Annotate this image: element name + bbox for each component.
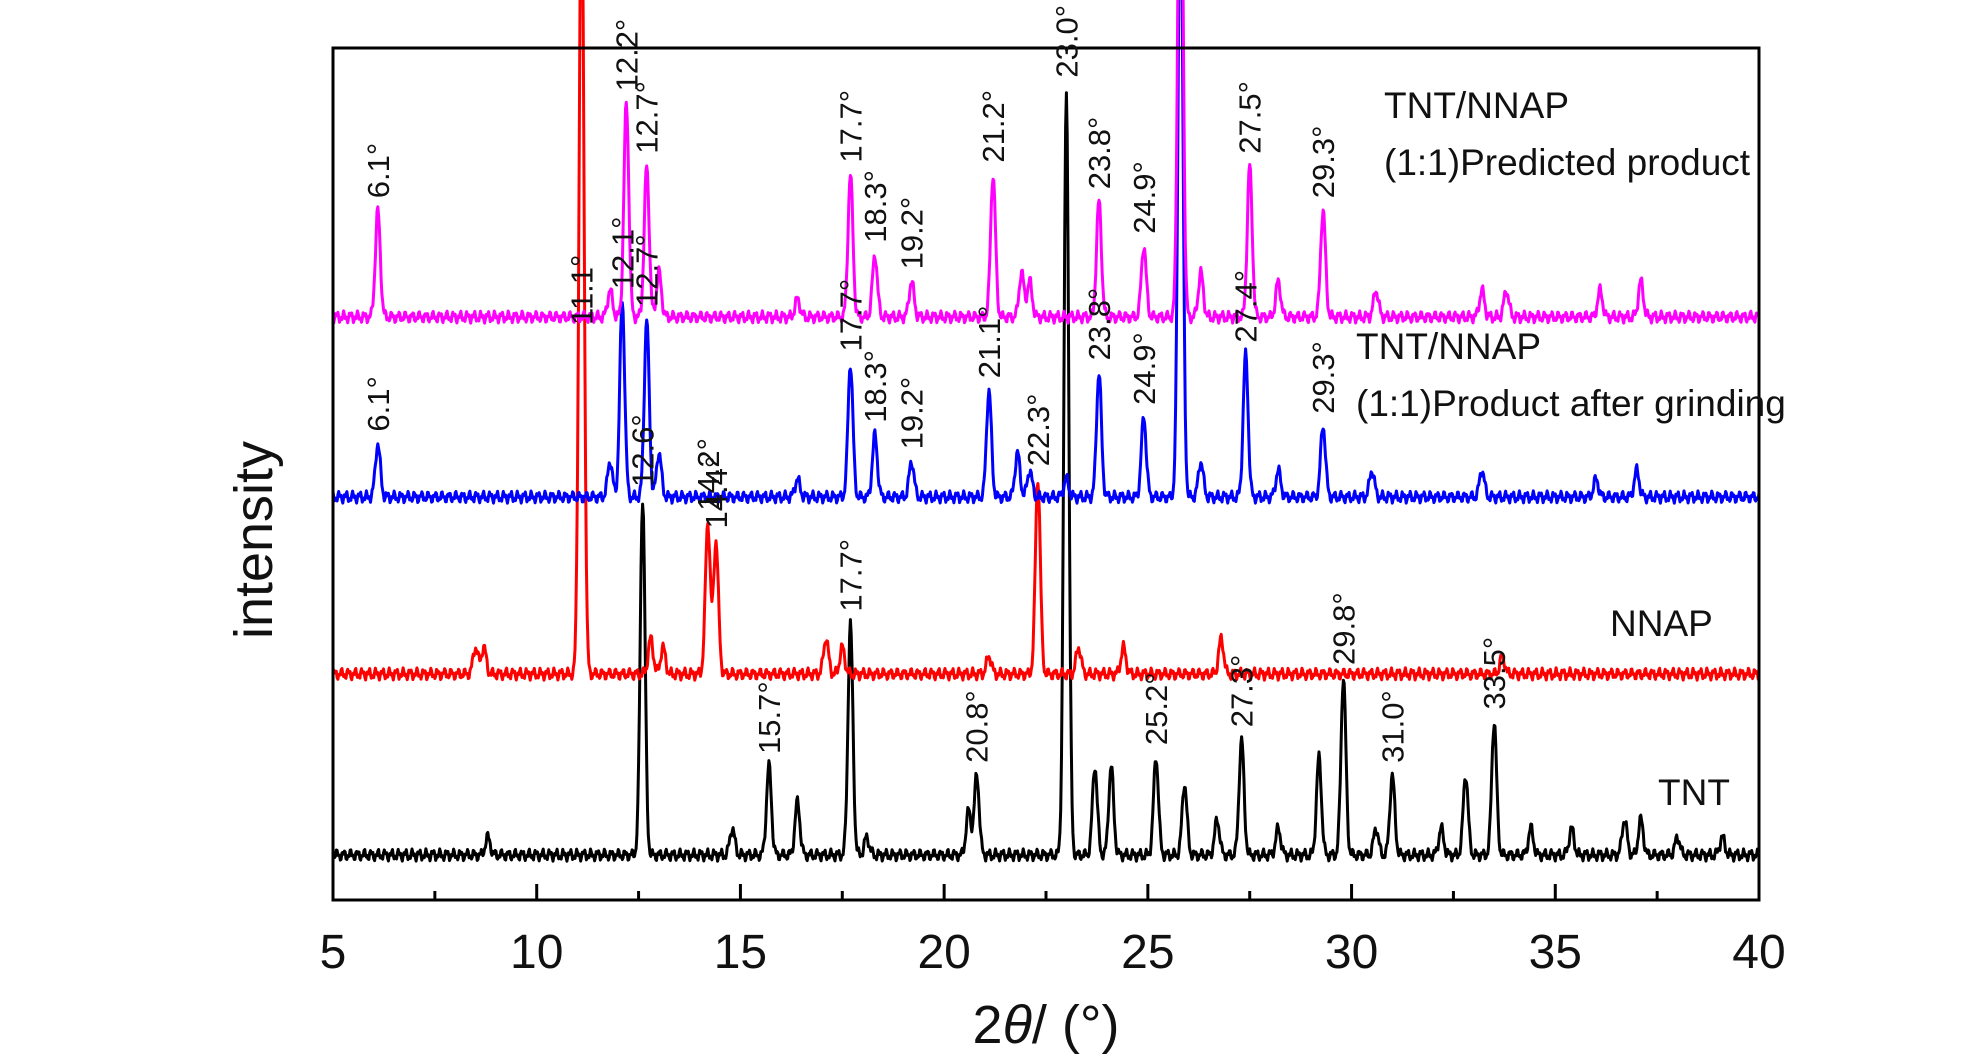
peak-label: 24.9° — [1127, 332, 1162, 405]
series-label-nnap: NNAP — [1610, 603, 1713, 644]
series-label-grinding-line2: (1:1)Product after grinding — [1356, 383, 1786, 424]
x-axis-title-suffix: / (°) — [1032, 995, 1120, 1055]
peak-label: 23.8° — [1082, 117, 1117, 190]
series-label-grinding-line1: TNT/NNAP — [1356, 326, 1541, 367]
peak-label: 31.0° — [1375, 690, 1410, 763]
x-tick-label: 15 — [714, 926, 767, 979]
x-tick-label: 25 — [1121, 926, 1174, 979]
series-label-tnt: TNT — [1658, 772, 1730, 813]
peak-label: 6.1° — [361, 143, 396, 199]
series-line-tnt-nnap-1-1-product-after-grinding — [331, 0, 1761, 505]
peak-label: 24.9° — [1127, 161, 1162, 234]
peak-label: 12.7° — [630, 81, 665, 154]
peak-label: 19.2° — [895, 197, 930, 270]
peak-label: 12.6° — [626, 414, 661, 487]
x-tick-label: 20 — [917, 926, 970, 979]
y-axis-title: intensity — [224, 441, 284, 639]
peak-label: 25.2° — [1139, 672, 1174, 745]
peak-label: 29.3° — [1306, 125, 1341, 198]
peak-label: 18.3° — [858, 170, 893, 243]
x-tick-label: 5 — [320, 926, 347, 979]
x-tick-label: 35 — [1529, 926, 1582, 979]
peak-label: 29.8° — [1326, 592, 1361, 665]
x-tick-label: 10 — [510, 926, 563, 979]
peak-label: 20.8° — [960, 690, 995, 763]
series-line-nnap — [331, 0, 1761, 682]
peak-label: 27.3° — [1225, 655, 1260, 728]
peak-labels: 12.6° 15.7° 17.7° 20.8° 23.0° 25.2° 27.3° 29.8°… — [361, 5, 1512, 763]
series-label-predicted-line2: (1:1)Predicted product — [1384, 142, 1751, 183]
peak-label: 6.1° — [361, 376, 396, 432]
x-axis-title-symbol: θ — [1003, 995, 1032, 1055]
series-traces — [331, 0, 1761, 863]
series-label-predicted-line1: TNT/NNAP — [1384, 85, 1569, 126]
peak-label: 12.7° — [630, 234, 665, 307]
peak-label: 29.3° — [1306, 341, 1341, 414]
peak-label: 14.4° — [699, 456, 734, 529]
x-axis-title-prefix: 2 — [973, 995, 1003, 1055]
peak-label: 23.8° — [1082, 288, 1117, 361]
peak-label: 11.1° — [565, 255, 600, 325]
peak-label: 33.5° — [1477, 637, 1512, 710]
x-tick-label: 30 — [1325, 926, 1378, 979]
x-axis-title: 2θ/ (°) — [973, 995, 1120, 1055]
x-tick-label: 40 — [1732, 926, 1785, 979]
peak-label: 14.2° — [691, 438, 726, 511]
series-line-tnt — [331, 91, 1761, 863]
series-line-tnt-nnap-1-1-predicted-product — [331, 0, 1761, 325]
peak-label: 12.1° — [605, 216, 640, 289]
peak-label: 21.2° — [976, 90, 1011, 163]
peak-label: 27.4° — [1229, 270, 1264, 343]
peak-label: 17.7° — [833, 279, 868, 352]
peak-label: 22.3° — [1021, 393, 1056, 466]
x-axis-ticks: 5 10 15 20 25 30 35 40 — [320, 884, 1786, 979]
peak-label: 27.5° — [1233, 81, 1268, 154]
peak-label: 21.1° — [972, 305, 1007, 378]
peak-label: 17.7° — [833, 90, 868, 163]
peak-label: 19.2° — [895, 377, 930, 450]
peak-label: 12.2° — [609, 19, 644, 92]
peak-label: 18.3° — [858, 350, 893, 423]
peak-label: 23.0° — [1049, 5, 1084, 78]
peak-label: 15.7° — [752, 681, 787, 754]
peak-label: 17.7° — [833, 539, 868, 612]
